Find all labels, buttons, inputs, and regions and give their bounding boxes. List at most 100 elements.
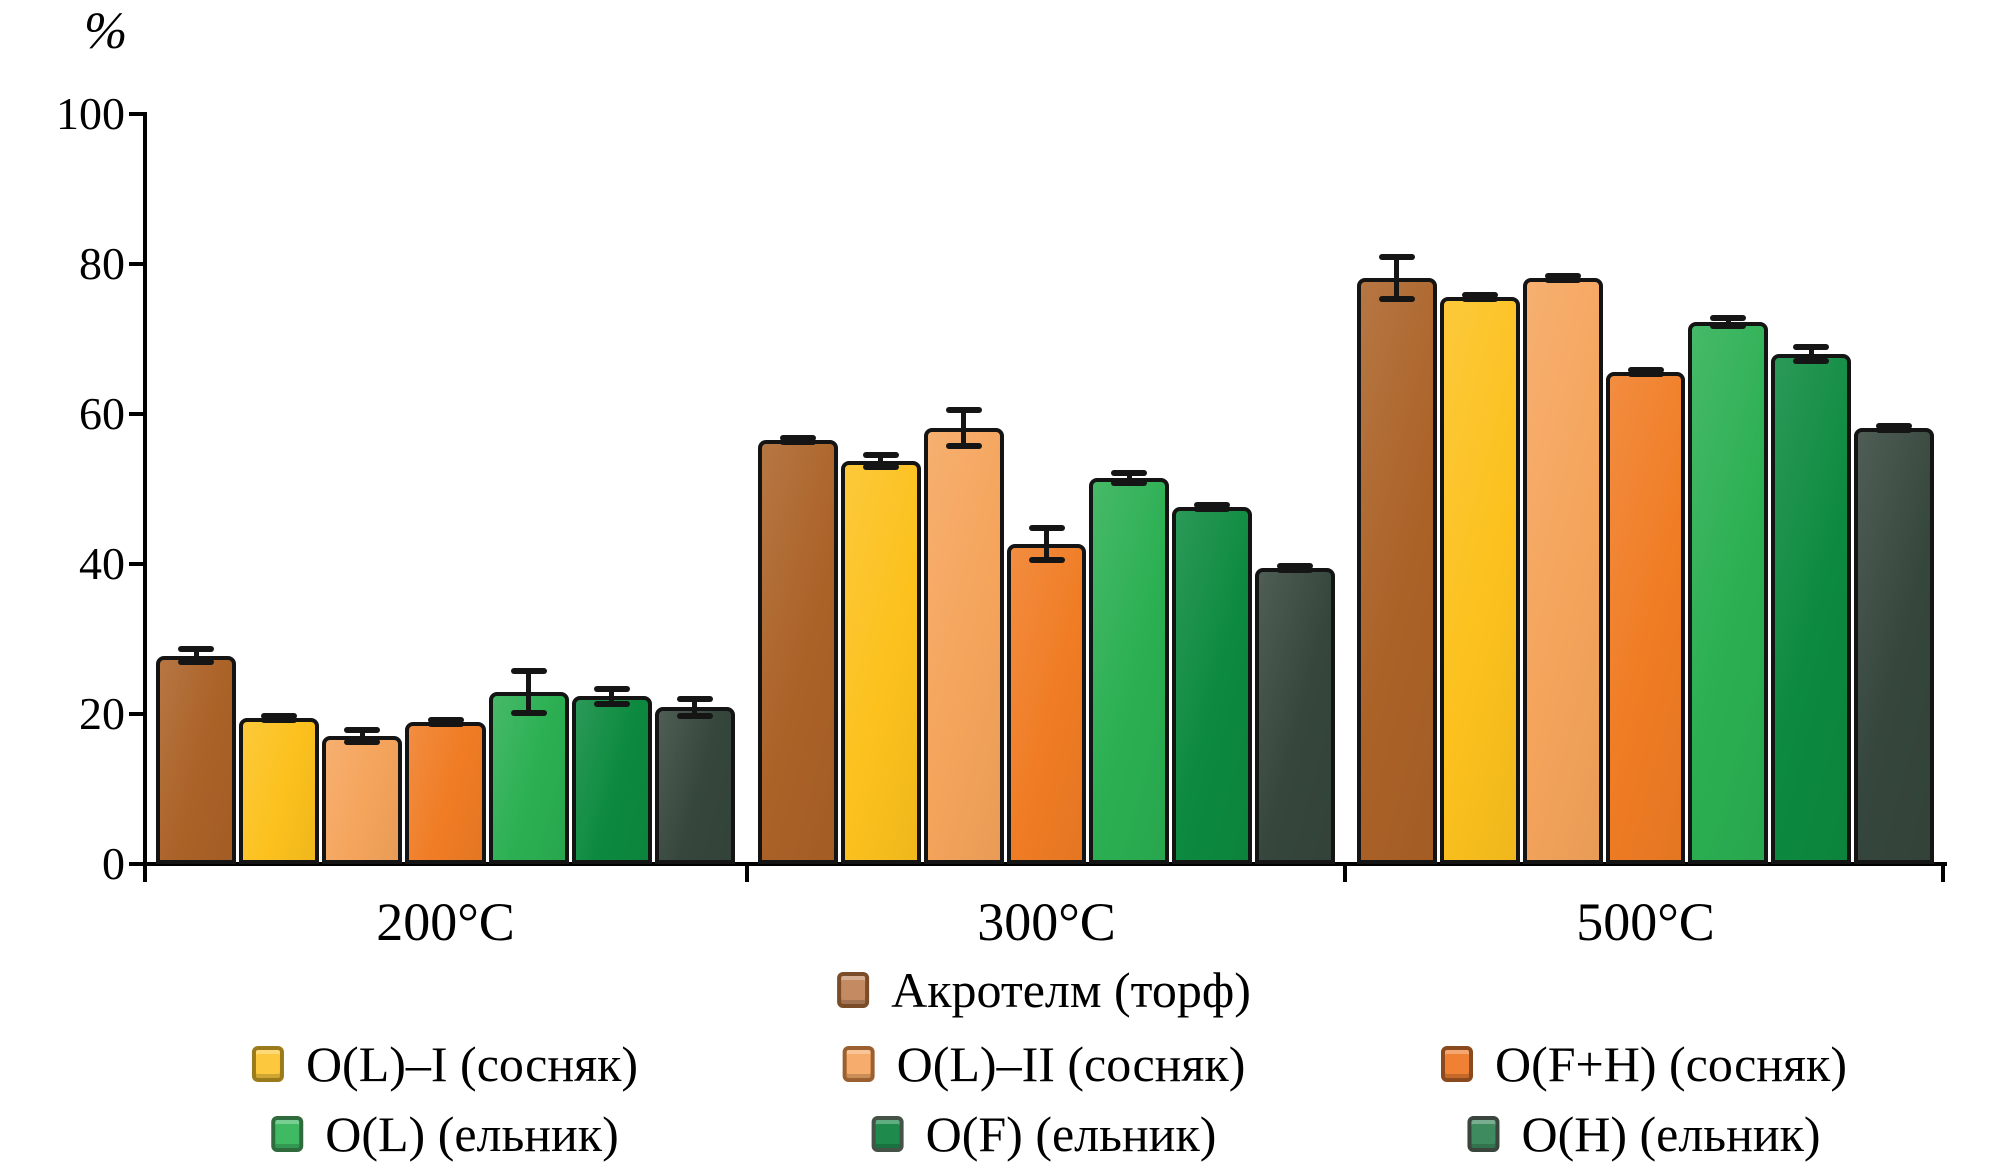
bar-200°C-series6	[654, 707, 735, 864]
error-bar	[1277, 562, 1314, 573]
bar-200°C-series1	[239, 717, 320, 864]
error-bar-stem	[193, 645, 199, 666]
y-axis-tick	[129, 412, 145, 416]
bar-500°C-series6	[1854, 427, 1934, 864]
error-bar-cap-bottom	[1378, 295, 1415, 302]
error-bar-stem	[1808, 344, 1814, 364]
legend-swatch	[842, 1046, 875, 1082]
error-bar-cap-top	[779, 434, 816, 441]
error-bar-cap-top	[178, 645, 215, 652]
error-bar-cap-bottom	[862, 464, 899, 471]
y-axis-tick	[129, 112, 145, 116]
legend-label: O(L)–I (сосняк)	[305, 1036, 639, 1092]
error-bar	[862, 452, 899, 471]
error-bar-stem	[359, 726, 365, 745]
bar-300°C-series0	[758, 439, 838, 864]
bar-300°C-series1	[840, 461, 921, 864]
error-bar	[1876, 422, 1913, 433]
legend-item-series2: O(L)–II (сосняк)	[842, 1036, 1245, 1092]
legend-item-series1: O(L)–I (сосняк)	[251, 1036, 639, 1092]
error-bar-cap-bottom	[1544, 277, 1581, 284]
error-bar-cap-bottom	[1028, 556, 1065, 563]
legend-item-series5: O(F) (ельник)	[871, 1106, 1217, 1162]
error-bar-stem	[1126, 469, 1132, 486]
error-bar	[676, 696, 713, 719]
legend-item-series3: O(F+H) (сосняк)	[1440, 1036, 1848, 1092]
bar-500°C-series2	[1522, 278, 1603, 864]
error-bar-cap-bottom	[1793, 357, 1830, 364]
error-bar-cap-top	[1461, 292, 1498, 298]
bar-500°C-series0	[1357, 277, 1437, 864]
bar-200°C-series4	[488, 692, 569, 864]
bar-300°C-series2	[923, 428, 1004, 864]
error-bar-cap-bottom	[427, 721, 464, 728]
error-bar-cap-top	[1028, 525, 1065, 531]
y-axis-tick	[129, 562, 145, 566]
legend-label: O(F) (ельник)	[925, 1106, 1217, 1162]
x-category-label: 200°C	[376, 892, 515, 952]
x-category-label: 300°C	[977, 892, 1116, 952]
x-axis-tick	[1941, 864, 1945, 882]
y-axis-line	[143, 112, 147, 882]
error-bar-cap-bottom	[1710, 322, 1747, 329]
error-bar-stem	[692, 696, 698, 719]
error-bar-cap-bottom	[945, 443, 982, 450]
bar-500°C-series4	[1688, 321, 1769, 864]
legend-swatch	[251, 1046, 284, 1082]
error-bar-cap-bottom	[779, 438, 816, 445]
error-bar-cap-bottom	[1194, 506, 1231, 512]
bar-300°C-series4	[1089, 477, 1170, 864]
legend-item-series6: O(H) (ельник)	[1467, 1106, 1821, 1162]
y-axis-tick	[129, 712, 145, 716]
error-bar	[261, 712, 298, 723]
legend-label: O(L) (ельник)	[325, 1106, 619, 1162]
error-bar-cap-top	[676, 696, 713, 702]
error-bar	[945, 407, 982, 450]
x-axis-tick	[745, 864, 749, 882]
legend-swatch	[837, 972, 870, 1008]
error-bar-cap-bottom	[1876, 426, 1913, 433]
error-bar	[1378, 253, 1415, 302]
error-bar-stem	[609, 685, 615, 707]
bar-300°C-series6	[1255, 567, 1335, 864]
error-bar-cap-bottom	[178, 659, 215, 666]
y-axis-tick	[129, 862, 145, 866]
error-bar-cap-bottom	[1277, 566, 1314, 573]
error-bar	[1028, 525, 1065, 563]
error-bar-cap-bottom	[593, 700, 630, 707]
error-bar-cap-bottom	[676, 712, 713, 719]
y-axis-unit-label: %	[84, 3, 128, 60]
error-bar-cap-bottom	[1627, 371, 1664, 377]
legend-label: O(H) (ельник)	[1521, 1106, 1821, 1162]
error-bar-cap-top	[1627, 367, 1664, 373]
error-bar	[1710, 315, 1747, 329]
legend-swatch	[871, 1116, 904, 1152]
bar-200°C-series2	[322, 735, 403, 864]
bar-200°C-series0	[156, 655, 237, 864]
error-bar	[344, 726, 381, 745]
error-bar	[1793, 344, 1830, 364]
error-bar-cap-top	[1277, 562, 1314, 569]
y-axis-tick-label: 20	[79, 688, 125, 739]
error-bar-cap-bottom	[1461, 296, 1498, 302]
error-bar	[1461, 292, 1498, 302]
bar-500°C-series3	[1605, 372, 1686, 864]
x-category-label: 500°C	[1576, 892, 1715, 952]
y-axis-tick-label: 0	[102, 838, 125, 889]
bar-500°C-series1	[1439, 297, 1520, 864]
error-bar	[1544, 273, 1581, 284]
error-bar	[593, 685, 630, 707]
error-bar-cap-bottom	[510, 710, 547, 717]
error-bar-cap-bottom	[261, 716, 298, 723]
y-axis-tick-label: 100	[56, 88, 125, 139]
error-bar-cap-top	[1793, 344, 1830, 351]
legend-swatch	[1440, 1046, 1473, 1082]
error-bar-cap-top	[945, 407, 982, 414]
legend-label: O(F+H) (сосняк)	[1494, 1036, 1848, 1092]
error-bar-cap-top	[862, 452, 899, 459]
error-bar	[178, 645, 215, 666]
legend-swatch	[1467, 1116, 1500, 1152]
error-bar-cap-top	[510, 668, 547, 675]
error-bar	[1111, 469, 1148, 486]
